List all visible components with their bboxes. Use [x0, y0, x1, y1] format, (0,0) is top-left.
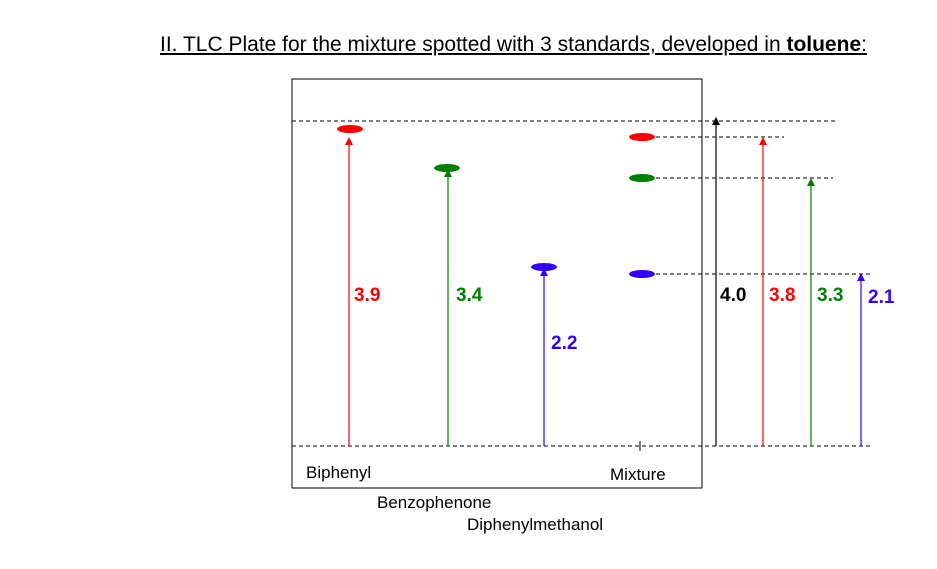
figure-title: II. TLC Plate for the mixture spotted wi… [160, 33, 867, 57]
diphenylmethanol-distance-value: 2.2 [551, 333, 577, 354]
mixture-green-distance-value: 3.3 [817, 285, 843, 306]
benzophenone-spot [434, 164, 460, 172]
lane-label-mixture: Mixture [610, 465, 666, 484]
lane-label-biphenyl: Biphenyl [306, 463, 371, 482]
title-suffix: : [861, 33, 867, 56]
biphenyl-distance-value: 3.9 [354, 285, 380, 306]
diphenylmethanol-spot [531, 263, 557, 271]
solvent-front-distance-value: 4.0 [720, 285, 746, 306]
benzophenone-distance-value: 3.4 [456, 285, 483, 306]
lane-label-benzophenone: Benzophenone [377, 493, 491, 512]
title-prefix: II. TLC Plate for the mixture spotted wi… [160, 33, 787, 56]
mixture-blue-distance-value: 2.1 [868, 287, 895, 308]
mixture-spot-green [629, 174, 655, 182]
tlc-plate [291, 78, 703, 489]
title-solvent: toluene [786, 33, 862, 56]
mixture-spot-blue [629, 270, 655, 278]
mixture-red-distance-value: 3.8 [769, 285, 795, 306]
mixture-spot-red [629, 133, 655, 141]
biphenyl-spot [337, 125, 363, 133]
lane-label-diphenylmethanol: Diphenylmethanol [467, 515, 603, 534]
